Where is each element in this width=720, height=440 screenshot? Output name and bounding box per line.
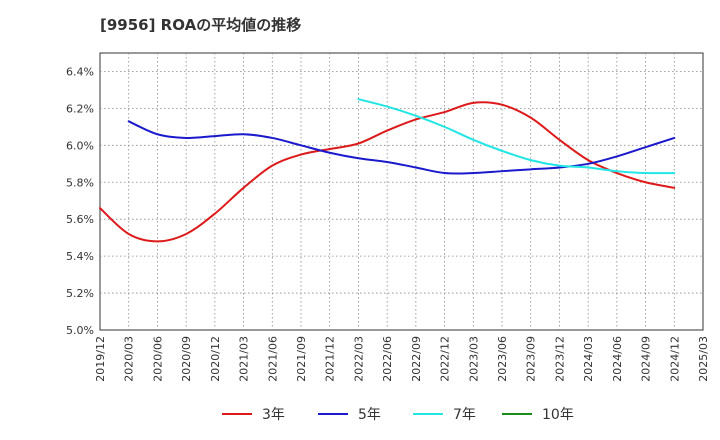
series-line-1	[99, 101, 676, 243]
x-tick-label: 2022/12	[439, 336, 452, 382]
legend-label-3: 7年	[453, 407, 476, 423]
x-tick-label: 2024/03	[582, 336, 595, 382]
x-tick-label: 2023/12	[553, 336, 566, 382]
x-tick-label: 2023/06	[496, 336, 509, 382]
y-tick-label: 6.2%	[66, 102, 94, 115]
y-tick-label: 6.4%	[66, 65, 94, 78]
legend-label-4: 10年	[542, 407, 574, 423]
x-tick-label: 2024/06	[611, 336, 624, 382]
x-tick-label: 2021/09	[295, 336, 308, 382]
chart-title: [9956] ROAの平均値の推移	[100, 16, 301, 34]
legend-label-1: 3年	[262, 407, 285, 423]
x-tick-label: 2022/06	[381, 336, 394, 382]
x-tick-label: 2022/09	[410, 336, 423, 382]
x-tick-label: 2020/03	[123, 336, 136, 382]
series-line-3	[357, 98, 676, 175]
y-tick-label: 5.0%	[66, 324, 94, 337]
x-axis: 2019/12 2020/03 2020/06 2020/09 2020/12 2021/…	[94, 336, 710, 382]
x-tick-label: 2021/06	[266, 336, 279, 382]
x-tick-label: 2024/09	[640, 336, 653, 382]
y-tick-label: 5.6%	[66, 213, 94, 226]
x-tick-label: 2023/09	[525, 336, 538, 382]
x-tick-label: 2022/03	[352, 336, 365, 382]
y-tick-label: 5.2%	[66, 287, 94, 300]
y-tick-label: 5.8%	[66, 176, 94, 189]
x-tick-label: 2020/12	[209, 336, 222, 382]
x-tick-label: 2021/12	[324, 336, 337, 382]
legend: 3年 5年 7年 10年	[222, 407, 574, 423]
x-tick-label: 2020/06	[151, 336, 164, 382]
legend-label-2: 5年	[358, 407, 381, 423]
y-axis: 5.0% 5.2% 5.4% 5.6% 5.8% 6.0% 6.2% 6.4%	[66, 65, 94, 337]
series-lines	[99, 98, 676, 243]
x-tick-label: 2023/03	[467, 336, 480, 382]
y-tick-label: 5.4%	[66, 250, 94, 263]
x-tick-label: 2024/12	[668, 336, 681, 382]
y-tick-label: 6.0%	[66, 139, 94, 152]
x-tick-label: 2021/03	[238, 336, 251, 382]
plot-area	[99, 52, 704, 331]
grid	[100, 53, 703, 330]
x-tick-label: 2019/12	[94, 336, 107, 382]
series-line-2	[127, 120, 676, 175]
x-tick-label: 2025/03	[697, 336, 710, 382]
x-tick-label: 2020/09	[180, 336, 193, 382]
